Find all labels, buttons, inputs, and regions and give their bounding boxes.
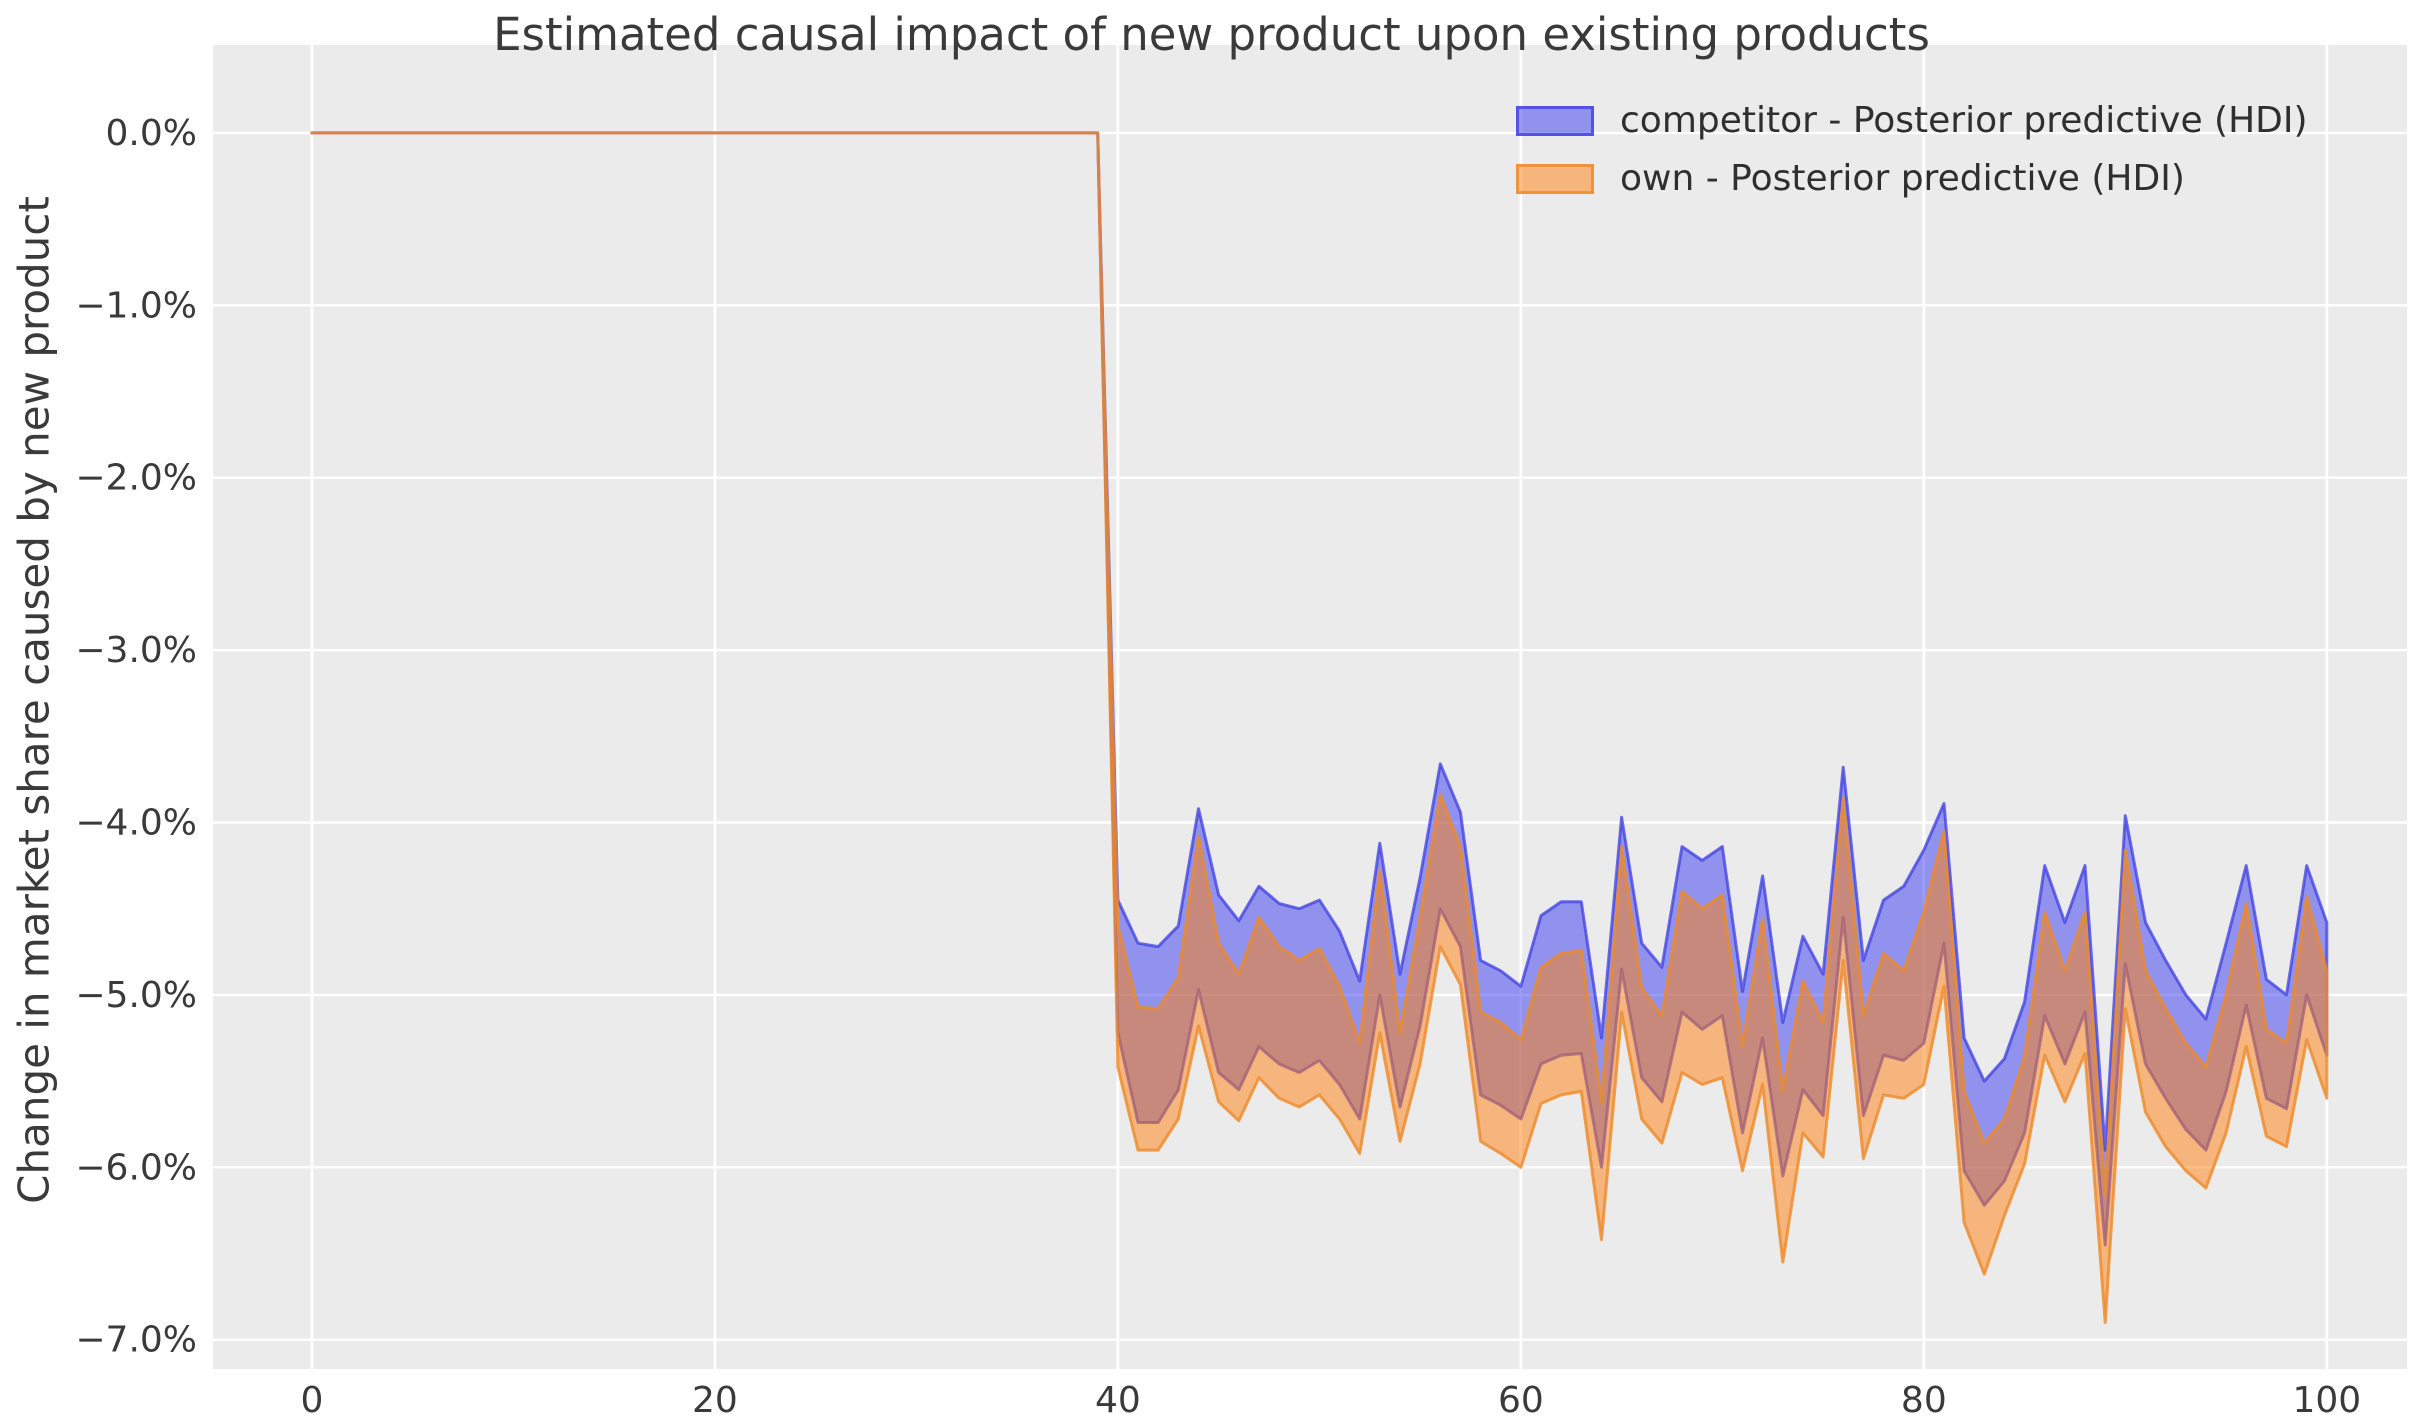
legend-label-competitor: competitor - Posterior predictive (HDI): [1620, 100, 2308, 141]
y-tick-label: −6.0%: [75, 1147, 197, 1188]
y-tick-label: −4.0%: [75, 803, 197, 844]
own-hdi-swatch: [1516, 163, 1594, 194]
y-axis-label: Change in market share caused by new pro…: [9, 196, 59, 1204]
y-tick-label: 0.0%: [106, 113, 197, 154]
y-tick-label: −1.0%: [75, 285, 197, 326]
x-tick-label: 80: [1901, 1380, 1947, 1421]
x-tick-label: 100: [2292, 1380, 2361, 1421]
x-tick-label: 20: [692, 1380, 738, 1421]
legend-label-own: own - Posterior predictive (HDI): [1620, 158, 2185, 199]
x-tick-label: 60: [1498, 1380, 1544, 1421]
chart-title: Estimated causal impact of new product u…: [493, 8, 1930, 61]
own-hdi-band: [310, 131, 2329, 1324]
plot-background: [213, 45, 2407, 1369]
y-tick-label: −3.0%: [75, 630, 197, 671]
competitor-hdi-swatch: [1516, 105, 1594, 136]
y-tick-label: −2.0%: [75, 458, 197, 499]
y-tick-label: −5.0%: [75, 975, 197, 1016]
legend: competitor - Posterior predictive (HDI) …: [1516, 100, 2308, 199]
x-tick-label: 0: [300, 1380, 323, 1421]
y-tick-label: −7.0%: [75, 1320, 197, 1361]
legend-item-competitor: competitor - Posterior predictive (HDI): [1516, 100, 2308, 141]
x-tick-label: 40: [1095, 1380, 1141, 1421]
legend-item-own: own - Posterior predictive (HDI): [1516, 158, 2308, 199]
